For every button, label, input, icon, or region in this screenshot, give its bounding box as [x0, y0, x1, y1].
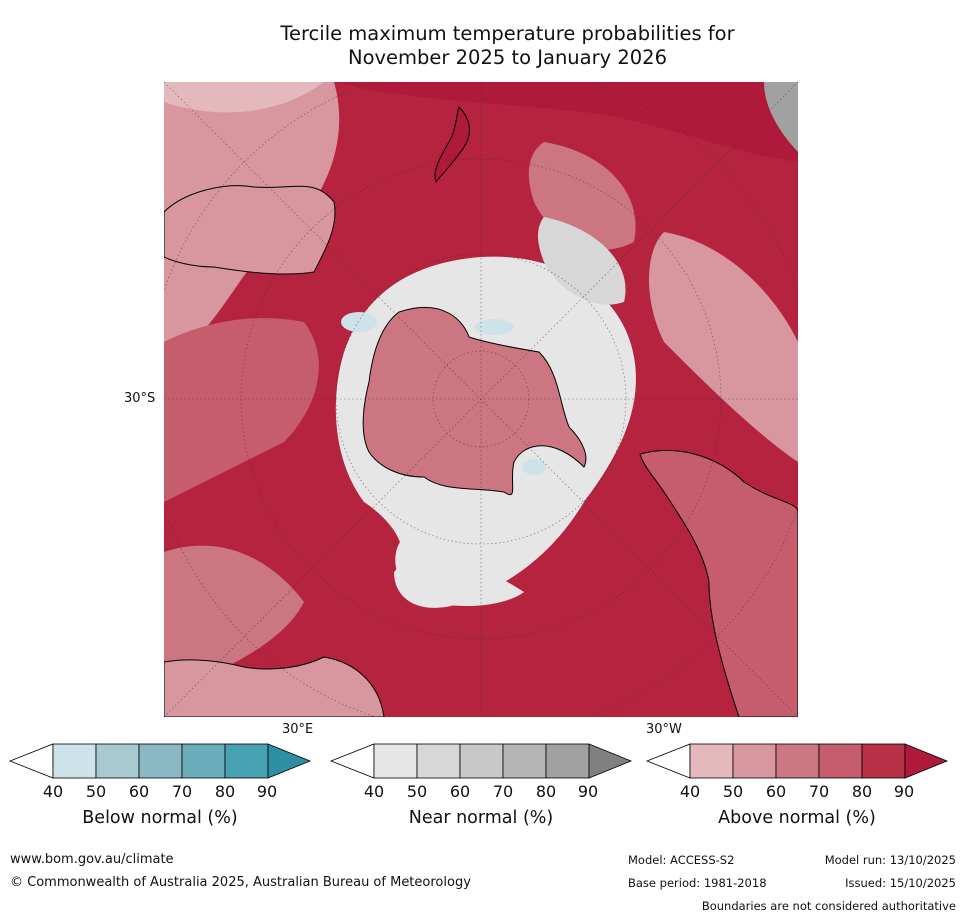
region-mid-red-sw — [164, 545, 304, 692]
tick-near-70: 70 — [492, 782, 514, 801]
colorbar-segment — [775, 743, 820, 779]
tick-above-70: 70 — [808, 782, 830, 801]
colorbar-segment — [502, 743, 547, 779]
colorbar-segment — [138, 743, 183, 779]
colorbar-below-normal — [8, 743, 312, 779]
australia — [164, 185, 336, 275]
tick-below-70: 70 — [171, 782, 193, 801]
lon-label-30e: 30°E — [282, 722, 314, 737]
colorbar-segment — [224, 743, 269, 779]
colorbar-segment — [732, 743, 777, 779]
map-canvas — [164, 82, 798, 717]
colorbar-segment — [459, 743, 504, 779]
below-normal-patch-2 — [474, 319, 514, 335]
colorbar-segment — [95, 743, 140, 779]
colorbar-segment-over — [588, 743, 633, 779]
colorbar-segment-over — [267, 743, 312, 779]
base-period-text: Base period: 1981-2018 — [628, 876, 767, 890]
tick-above-40: 40 — [679, 782, 701, 801]
tick-near-80: 80 — [535, 782, 557, 801]
colorbar-segment-under — [329, 743, 375, 779]
tick-below-40: 40 — [42, 782, 64, 801]
colorbar-above-normal-graphic — [645, 743, 949, 779]
colorbar-segment — [373, 743, 418, 779]
colorbar-above-normal — [645, 743, 949, 779]
lon-label-30w: 30°W — [646, 722, 682, 737]
colorbar-segment — [861, 743, 906, 779]
title-line-1: Tercile maximum temperature probabilitie… — [280, 22, 735, 45]
colorbar-segment — [181, 743, 226, 779]
tick-near-60: 60 — [449, 782, 471, 801]
website-link[interactable]: www.bom.gov.au/climate — [10, 852, 174, 867]
colorbar-segment — [818, 743, 863, 779]
colorbar-segment-under — [645, 743, 691, 779]
colorbar-segment-over — [904, 743, 949, 779]
colorbar-below-normal-graphic — [8, 743, 312, 779]
tick-below-60: 60 — [128, 782, 150, 801]
colorbar-segment-under — [8, 743, 54, 779]
lat-label-30s: 30°S — [124, 391, 156, 406]
probability-map[interactable] — [164, 82, 798, 717]
colorbar-near-normal-label: Near normal (%) — [408, 808, 554, 828]
near-normal-patch-s — [395, 537, 524, 607]
colorbar-near-normal-graphic — [329, 743, 633, 779]
map-title: Tercile maximum temperature probabilitie… — [160, 22, 855, 70]
below-normal-patch-3 — [522, 459, 546, 475]
region-dark-red-n — [334, 82, 798, 162]
tick-above-50: 50 — [722, 782, 744, 801]
below-normal-patch-1 — [341, 312, 377, 332]
model-run-text: Model run: 13/10/2025 — [824, 853, 956, 867]
colorbar-segment — [52, 743, 97, 779]
region-pale-red-nw — [164, 82, 324, 113]
graticule — [164, 82, 798, 717]
south-america — [639, 449, 798, 717]
southern-africa — [164, 656, 385, 717]
tick-near-90: 90 — [577, 782, 599, 801]
tick-below-50: 50 — [85, 782, 107, 801]
tick-near-50: 50 — [406, 782, 428, 801]
colorbar-segment — [416, 743, 461, 779]
title-line-2: November 2025 to January 2026 — [348, 46, 667, 69]
new-zealand — [434, 106, 470, 183]
colorbar-segment — [545, 743, 590, 779]
tick-below-80: 80 — [214, 782, 236, 801]
colorbar-segment — [689, 743, 734, 779]
disclaimer-text: Boundaries are not considered authoritat… — [701, 899, 956, 913]
region-grey-ne — [764, 82, 798, 152]
tick-above-80: 80 — [851, 782, 873, 801]
model-text: Model: ACCESS-S2 — [628, 853, 735, 867]
antarctica — [362, 306, 587, 495]
region-mid-red-w — [164, 318, 319, 502]
colorbar-near-normal — [329, 743, 633, 779]
colorbar-above-normal-label: Above normal (%) — [718, 808, 876, 828]
tick-above-60: 60 — [765, 782, 787, 801]
issued-text: Issued: 15/10/2025 — [845, 876, 956, 890]
region-light-red-e — [649, 232, 798, 462]
tick-near-40: 40 — [363, 782, 385, 801]
tick-below-90: 90 — [256, 782, 278, 801]
near-normal-patch-n — [538, 217, 626, 305]
tick-above-90: 90 — [893, 782, 915, 801]
copyright-text: © Commonwealth of Australia 2025, Austra… — [10, 875, 471, 890]
colorbar-below-normal-label: Below normal (%) — [82, 808, 238, 828]
